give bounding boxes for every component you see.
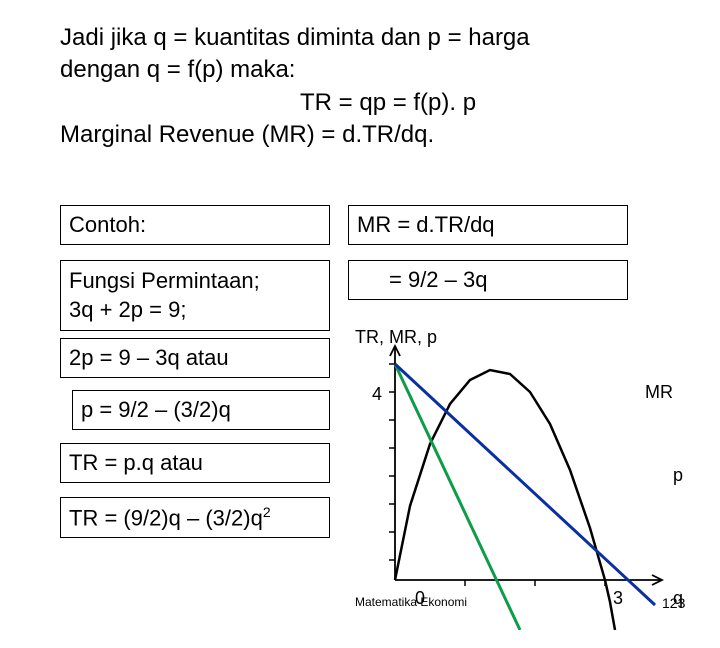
- graph-svg: [355, 330, 700, 630]
- box-contoh: Contoh:: [60, 205, 330, 245]
- eq-p-text: p = 9/2 – (3/2)q: [81, 397, 231, 422]
- contoh-text: Contoh:: [69, 212, 146, 237]
- intro-line4: Marginal Revenue (MR) = d.TR/dq.: [60, 119, 670, 151]
- label-p: p: [673, 465, 683, 486]
- xtick-3: 3: [613, 588, 623, 609]
- intro-line2: dengan q = f(p) maka:: [60, 54, 670, 86]
- ytick-4: 4: [372, 384, 382, 405]
- intro-line1: Jadi jika q = kuantitas diminta dan p = …: [60, 22, 670, 54]
- footer-text: Matematika Ekonomi: [355, 595, 467, 609]
- tr-sup: 2: [263, 504, 271, 520]
- tr-full-text: TR = (9/2)q – (3/2)q: [69, 505, 263, 530]
- tr-atau-text: TR = p.q atau: [69, 450, 203, 475]
- eq-2p-text: 2p = 9 – 3q atau: [69, 345, 229, 370]
- fungsi-line2: 3q + 2p = 9;: [69, 297, 186, 322]
- fungsi-line1: Fungsi Permintaan;: [69, 268, 260, 293]
- box-tr-atau: TR = p.q atau: [60, 443, 330, 483]
- box-p: p = 9/2 – (3/2)q: [72, 390, 330, 430]
- mr-val-text: = 9/2 – 3q: [389, 267, 487, 292]
- box-2p: 2p = 9 – 3q atau: [60, 338, 330, 378]
- intro-line3: TR = qp = f(p). p: [60, 87, 670, 119]
- box-mr-def: MR = d.TR/dq: [348, 205, 628, 245]
- mr-def-text: MR = d.TR/dq: [357, 212, 495, 237]
- intro-text: Jadi jika q = kuantitas diminta dan p = …: [60, 22, 670, 152]
- graph-area: TR, MR, p 4 MR p 0 3 q Matematika Ekonom…: [355, 330, 700, 630]
- axis-label-y: TR, MR, p: [355, 327, 437, 348]
- box-tr-full: TR = (9/2)q – (3/2)q2: [60, 497, 330, 538]
- label-mr: MR: [645, 382, 673, 403]
- box-mr-val: = 9/2 – 3q: [348, 260, 628, 300]
- page-number: 123: [662, 595, 685, 611]
- box-fungsi: Fungsi Permintaan; 3q + 2p = 9;: [60, 260, 330, 331]
